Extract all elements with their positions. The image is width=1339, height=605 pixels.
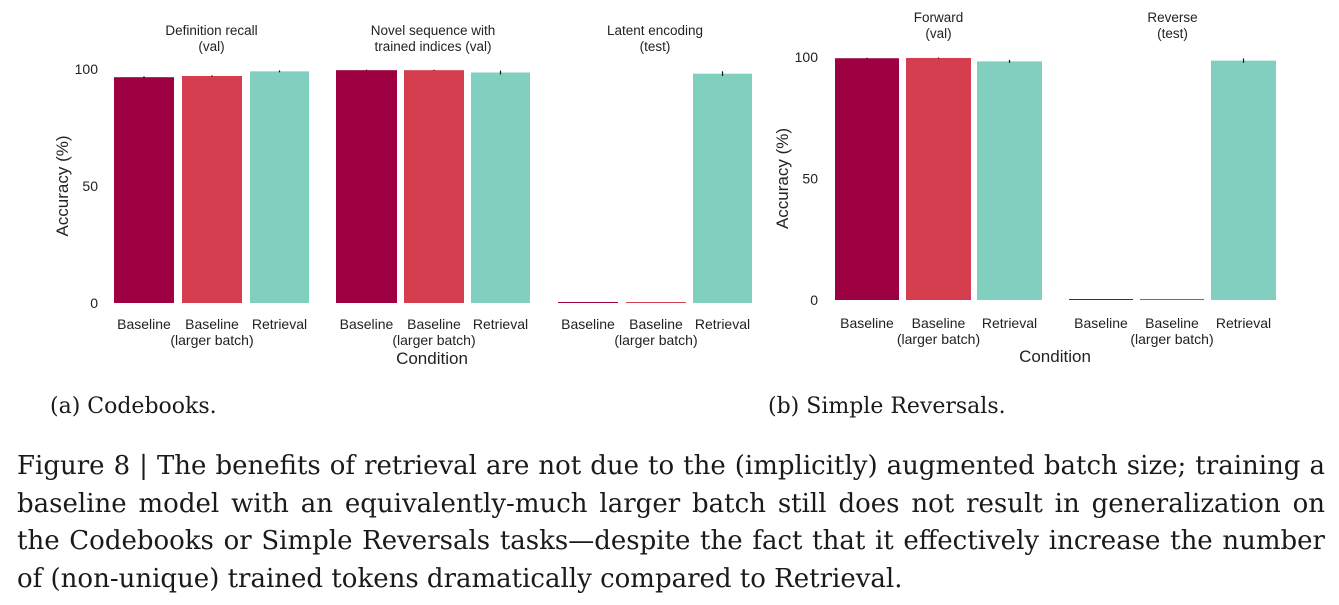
bar <box>404 70 464 303</box>
x-tick-label: Retrieval <box>252 316 307 332</box>
x-tick-label: (larger batch) <box>897 331 980 347</box>
x-tick-label: Baseline <box>340 316 394 332</box>
subfigure-caption: (a) Codebooks. <box>50 394 217 419</box>
bar <box>471 72 530 303</box>
bar <box>250 71 309 303</box>
x-tick-label: (larger batch) <box>1130 331 1213 347</box>
y-tick-label: 0 <box>810 292 818 308</box>
x-axis-label: Condition <box>1019 347 1091 366</box>
panel-title: Forward (val) <box>914 10 964 41</box>
x-tick-label: (larger batch) <box>614 332 697 348</box>
x-tick-label: (larger batch) <box>170 332 253 348</box>
bar <box>835 58 899 301</box>
x-tick-label: (larger batch) <box>392 332 475 348</box>
y-tick-label: 50 <box>802 171 818 187</box>
bar <box>906 57 971 300</box>
y-tick-label: 100 <box>795 49 819 65</box>
panel-title: Definition recall (val) <box>165 23 257 54</box>
bar <box>626 302 686 303</box>
x-tick-label: Baseline <box>117 316 171 332</box>
bar <box>977 61 1042 301</box>
x-tick-label: Baseline <box>1145 315 1199 331</box>
x-tick-label: Baseline <box>185 316 239 332</box>
y-tick-label: 100 <box>75 61 99 77</box>
x-tick-label: Baseline <box>912 315 966 331</box>
x-tick-label: Baseline <box>840 315 894 331</box>
bar <box>114 77 174 303</box>
bar <box>1140 299 1204 300</box>
panel-title: Novel sequence with trained indices (val) <box>371 23 496 54</box>
x-tick-label: Retrieval <box>695 316 750 332</box>
bar <box>336 70 397 303</box>
y-tick-label: 0 <box>90 295 98 311</box>
y-axis-label: Accuracy (%) <box>53 135 72 236</box>
y-tick-label: 50 <box>82 178 98 194</box>
x-tick-label: Retrieval <box>1216 315 1271 331</box>
x-tick-label: Baseline <box>1074 315 1128 331</box>
x-tick-label: Retrieval <box>982 315 1037 331</box>
y-axis-label: Accuracy (%) <box>773 128 792 229</box>
x-tick-label: Baseline <box>561 316 615 332</box>
x-tick-label: Baseline <box>407 316 461 332</box>
subfigure-caption: (b) Simple Reversals. <box>768 394 1006 419</box>
bar <box>558 302 618 303</box>
panel-title: Reverse (test) <box>1147 10 1197 41</box>
figure-caption: Figure 8 | The benefits of retrieval are… <box>17 451 1325 594</box>
panel-title: Latent encoding (test) <box>607 23 703 54</box>
x-tick-label: Baseline <box>629 316 683 332</box>
bar <box>1069 299 1133 300</box>
bar <box>1211 60 1276 300</box>
x-tick-label: Retrieval <box>473 316 528 332</box>
bar <box>693 73 752 304</box>
x-axis-label: Condition <box>396 349 468 368</box>
bar <box>182 76 242 304</box>
